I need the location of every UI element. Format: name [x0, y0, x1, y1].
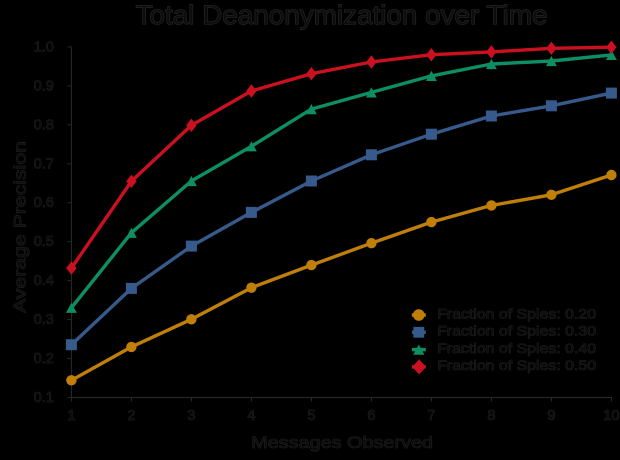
svg-text:7: 7: [427, 408, 435, 424]
svg-text:2: 2: [127, 408, 135, 424]
svg-text:8: 8: [487, 408, 495, 424]
svg-text:0.7: 0.7: [34, 156, 54, 172]
svg-text:0.3: 0.3: [34, 312, 54, 328]
svg-text:Fraction of Spies: 0.50: Fraction of Spies: 0.50: [437, 357, 596, 373]
svg-text:Fraction of Spies: 0.40: Fraction of Spies: 0.40: [437, 340, 596, 356]
svg-text:5: 5: [307, 408, 315, 424]
svg-text:1.0: 1.0: [34, 39, 54, 55]
svg-text:0.9: 0.9: [34, 78, 54, 94]
svg-text:10: 10: [603, 408, 619, 424]
svg-text:Average Precision: Average Precision: [12, 141, 30, 313]
svg-text:9: 9: [547, 408, 555, 424]
svg-text:4: 4: [247, 408, 255, 424]
svg-text:0.6: 0.6: [34, 195, 54, 211]
svg-text:3: 3: [187, 408, 195, 424]
svg-text:Fraction of Spies: 0.30: Fraction of Spies: 0.30: [437, 323, 596, 339]
svg-text:Fraction of Spies: 0.20: Fraction of Spies: 0.20: [437, 305, 596, 321]
svg-text:Total Deanonymization over Tim: Total Deanonymization over Time: [136, 0, 548, 30]
svg-text:0.1: 0.1: [34, 390, 54, 406]
svg-text:0.2: 0.2: [34, 351, 54, 367]
svg-text:0.8: 0.8: [34, 117, 54, 133]
svg-text:6: 6: [367, 408, 375, 424]
svg-text:Messages Observed: Messages Observed: [251, 434, 433, 452]
svg-text:0.4: 0.4: [34, 273, 54, 289]
svg-text:0.5: 0.5: [34, 234, 54, 250]
svg-text:1: 1: [67, 408, 75, 424]
